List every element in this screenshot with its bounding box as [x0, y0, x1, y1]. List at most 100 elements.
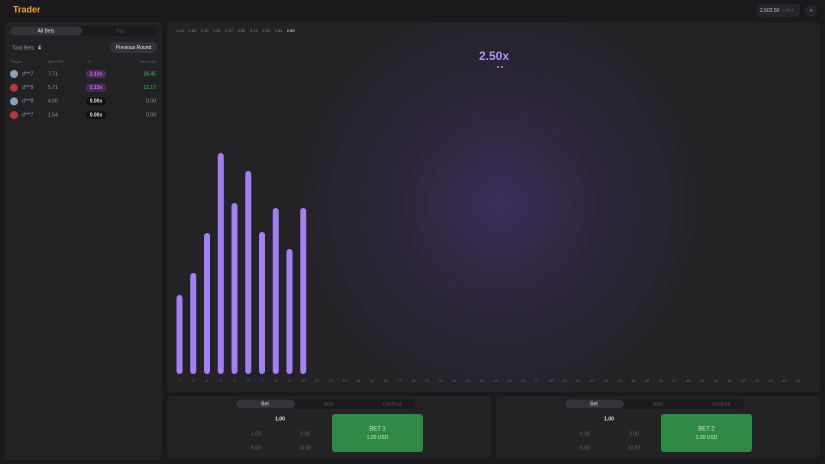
bet-button[interactable] — [661, 414, 752, 452]
x: 0.00x — [90, 112, 103, 118]
bet-button-label[interactable]: BET 1 — [369, 427, 386, 433]
game-panel — [167, 22, 820, 392]
bet-button[interactable] — [332, 414, 423, 452]
total: 4 — [38, 45, 41, 51]
balance-box — [757, 4, 800, 17]
quick-amount[interactable]: 5.00 — [251, 445, 261, 451]
x-tick-label: 6 — [247, 378, 250, 383]
quick-amount[interactable]: 10.00 — [628, 445, 641, 451]
x-tick-label: 36 — [659, 378, 664, 383]
x-tick-label: 27 — [535, 378, 540, 383]
x-tick-label: 24 — [494, 378, 499, 383]
tab[interactable]: Cashout — [712, 401, 731, 407]
quick-amount[interactable]: 2.00 — [629, 431, 639, 437]
history-item[interactable]: 1.84 — [188, 28, 197, 33]
tab[interactable]: Bet — [261, 401, 269, 407]
bet: 5.71 — [48, 85, 58, 91]
avatar — [10, 111, 18, 120]
bets-panel — [5, 22, 162, 460]
x-tick-label: 11 — [315, 378, 320, 383]
x: 2.13x — [90, 85, 103, 91]
x-tick-label: 9 — [288, 378, 291, 383]
x-tick-label: 31 — [590, 378, 595, 383]
x-tick-label: 2 — [192, 378, 195, 383]
history-item[interactable]: 2.50 — [287, 28, 296, 33]
x-tick-label: 21 — [452, 378, 457, 383]
total-label: Total Bets: — [12, 45, 35, 51]
previous-label[interactable]: Previous Round — [116, 45, 152, 51]
x-tick-label: 12 — [329, 378, 334, 383]
history-item[interactable]: 2.14 — [250, 28, 259, 33]
tab-active[interactable] — [236, 399, 295, 409]
avatar — [10, 97, 18, 106]
x-pill — [86, 97, 106, 106]
x-tick-label: 5 — [233, 378, 236, 383]
x-tick-label: 46 — [796, 378, 801, 383]
bar — [259, 232, 265, 374]
history-item[interactable]: 1.03 — [176, 28, 185, 33]
x-tick-label: 34 — [631, 378, 636, 383]
x-tick-label: 20 — [439, 378, 444, 383]
currency: USDT — [783, 8, 794, 13]
x-tick-label: 40 — [714, 378, 719, 383]
x-tick-label: 23 — [480, 378, 485, 383]
logo: Trader — [13, 4, 41, 14]
history-item[interactable]: 2.13 — [201, 28, 210, 33]
bet-button-amount[interactable]: 1.00 USD — [696, 435, 718, 441]
quick-amount[interactable]: 1.00 — [251, 431, 261, 437]
x-tick-label: 45 — [782, 378, 787, 383]
previous-button[interactable] — [110, 42, 157, 53]
bet-button-amount[interactable]: 1.00 USD — [367, 435, 389, 441]
history-item[interactable]: 2.53 — [262, 28, 271, 33]
avatar — [10, 83, 18, 92]
tab-active[interactable] — [10, 26, 82, 36]
player: d***7 — [22, 71, 34, 77]
amount[interactable]: 1.00 — [604, 416, 614, 422]
tab[interactable]: All Bets — [38, 28, 55, 34]
x-tick-label: 17 — [397, 378, 402, 383]
history-item[interactable]: 2.07 — [225, 28, 234, 33]
x-tick-label: 22 — [466, 378, 471, 383]
tab[interactable]: Cashout — [383, 401, 402, 407]
column-header: Player — [11, 59, 23, 64]
bet-button-label[interactable]: BET 2 — [698, 427, 715, 433]
history-item[interactable]: 1.84 — [275, 28, 284, 33]
x-tick-label: 33 — [617, 378, 622, 383]
win: 0.00 — [146, 112, 156, 118]
tab[interactable]: Auto — [324, 401, 335, 407]
x-pill — [86, 111, 106, 120]
avatar — [10, 70, 18, 78]
tab[interactable]: Top — [116, 28, 124, 34]
quick-amount[interactable]: 10.00 — [299, 445, 312, 451]
history-item[interactable]: 2.60 — [238, 28, 247, 33]
x-pill — [86, 70, 106, 78]
amount[interactable]: 1.00 — [275, 416, 285, 422]
bar — [204, 233, 210, 374]
tab[interactable]: Auto — [653, 401, 664, 407]
tab-active[interactable] — [565, 399, 624, 409]
x-pill — [86, 83, 106, 92]
x-tick-label: 35 — [645, 378, 650, 383]
player: d***8 — [22, 99, 34, 105]
win: 12.17 — [143, 85, 156, 91]
bar — [176, 295, 183, 374]
menu-icon[interactable]: + — [809, 7, 813, 14]
dot — [501, 66, 503, 68]
quick-amount[interactable]: 2.00 — [300, 431, 310, 437]
x-tick-label: 4 — [220, 378, 223, 383]
history-item[interactable]: 1.52 — [213, 28, 222, 33]
x-tick-label: 30 — [576, 378, 581, 383]
quick-amount[interactable]: 5.00 — [580, 445, 590, 451]
menu-button[interactable] — [805, 4, 817, 17]
x-tick-label: 18 — [411, 378, 416, 383]
quick-amount[interactable]: 1.00 — [580, 431, 590, 437]
bar — [286, 249, 293, 374]
x-tick-label: 37 — [672, 378, 677, 383]
bar — [245, 171, 252, 374]
player: d***7 — [22, 112, 34, 118]
bet: 4.00 — [48, 99, 58, 105]
bar — [231, 203, 238, 374]
x-tick-label: 14 — [356, 378, 361, 383]
tab[interactable]: Bet — [590, 401, 598, 407]
